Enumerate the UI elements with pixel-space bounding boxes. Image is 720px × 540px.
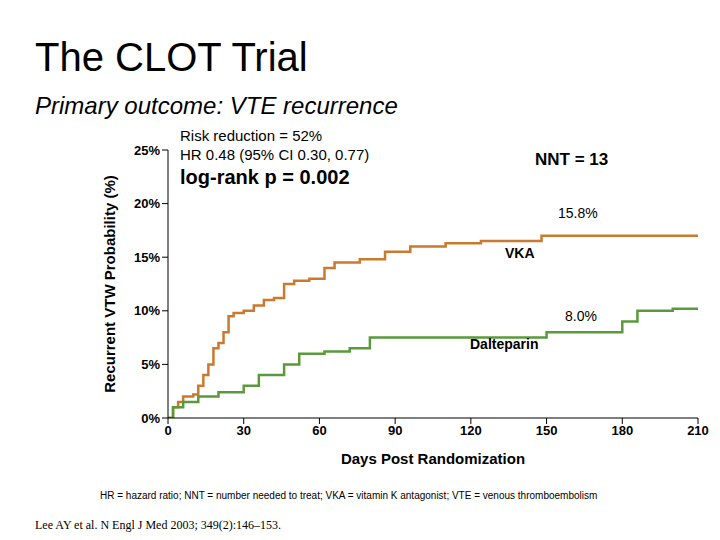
svg-text:Recurrent VTW Probability (%): Recurrent VTW Probability (%) xyxy=(101,175,118,393)
html-text:Primary outcome: VTE recurrenc: Primary outcome: VTE recurrence xyxy=(35,92,398,119)
svg-text:15%: 15% xyxy=(134,250,160,265)
svg-text:Days Post Randomization: Days Post Randomization xyxy=(341,450,525,467)
svg-text:VKA: VKA xyxy=(505,245,535,261)
svg-text:150: 150 xyxy=(536,423,558,438)
html-text:HR 0.48 (95% CI 0.30, 0.77): HR 0.48 (95% CI 0.30, 0.77) xyxy=(180,146,370,163)
svg-text:20%: 20% xyxy=(134,196,160,211)
svg-text:8.0%: 8.0% xyxy=(565,308,597,324)
svg-text:210: 210 xyxy=(687,423,709,438)
html-text:Risk reduction = 52%: Risk reduction = 52% xyxy=(180,127,323,144)
svg-text:90: 90 xyxy=(388,423,402,438)
html-text:The CLOT Trial: The CLOT Trial xyxy=(35,35,308,79)
svg-text:15.8%: 15.8% xyxy=(558,205,598,221)
svg-text:120: 120 xyxy=(460,423,482,438)
html-text:NNT = 13: NNT = 13 xyxy=(535,150,609,169)
svg-text:0%: 0% xyxy=(141,411,160,426)
svg-text:25%: 25% xyxy=(134,143,160,158)
svg-text:5%: 5% xyxy=(141,357,160,372)
html-text:Lee AY et al. N Engl J Med 200: Lee AY et al. N Engl J Med 2003; 349(2):… xyxy=(35,518,282,532)
svg-text:10%: 10% xyxy=(134,303,160,318)
svg-text:30: 30 xyxy=(236,423,250,438)
svg-text:Dalteparin: Dalteparin xyxy=(470,336,538,352)
svg-text:180: 180 xyxy=(611,423,633,438)
html-text:HR = hazard ratio; NNT = numbe: HR = hazard ratio; NNT = number needed t… xyxy=(100,490,598,501)
svg-text:0: 0 xyxy=(164,423,171,438)
svg-text:60: 60 xyxy=(312,423,326,438)
html-text:log-rank p = 0.002: log-rank p = 0.002 xyxy=(180,166,350,188)
